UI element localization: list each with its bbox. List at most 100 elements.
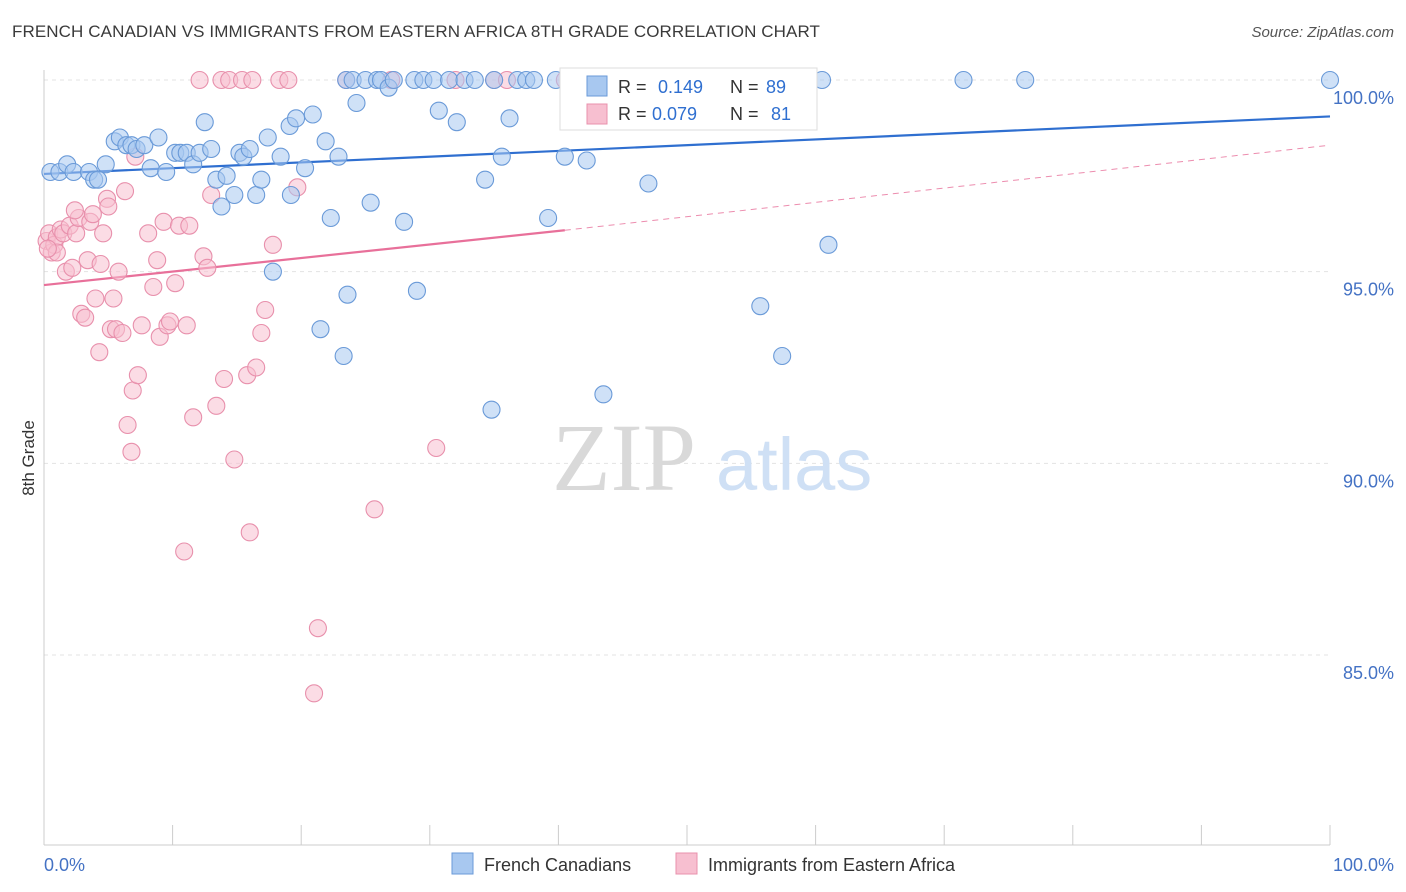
point-french-canadian [577, 151, 596, 170]
point-eastern-africa [83, 205, 102, 224]
point-eastern-africa [166, 274, 185, 293]
point-french-canadian [407, 281, 426, 300]
point-french-canadian [240, 139, 259, 159]
point-french-canadian [555, 147, 574, 166]
y-tick-label: 85.0% [1343, 663, 1394, 683]
watermark: ZIP atlas [552, 404, 872, 511]
point-eastern-africa [67, 224, 86, 243]
point-eastern-africa [123, 381, 142, 400]
bottom-legend-swatch-eastern-africa [675, 852, 698, 875]
point-eastern-africa [263, 235, 282, 254]
point-french-canadian [1016, 70, 1035, 90]
point-french-canadian [271, 147, 290, 166]
point-eastern-africa [91, 254, 110, 274]
point-french-canadian [225, 185, 244, 205]
point-eastern-africa [240, 523, 259, 542]
point-eastern-africa [115, 182, 135, 201]
point-french-canadian [524, 70, 544, 90]
point-french-canadian [773, 346, 792, 366]
legend-r-label-2: R = [618, 104, 647, 124]
point-french-canadian [287, 109, 306, 128]
point-french-canadian [258, 128, 277, 147]
bottom-legend-label-eastern-africa: Immigrants from Eastern Africa [708, 855, 956, 875]
legend-n-value-1: 89 [766, 77, 786, 97]
point-eastern-africa [180, 216, 199, 235]
point-french-canadian [316, 132, 335, 151]
bottom-legend-label-french-canadians: French Canadians [484, 855, 631, 875]
point-french-canadian [485, 70, 504, 90]
point-french-canadian [334, 346, 353, 366]
point-french-canadian [149, 128, 168, 147]
point-eastern-africa [154, 212, 173, 231]
point-french-canadian [263, 262, 282, 281]
point-french-canadian [321, 208, 340, 228]
data-points [37, 70, 1340, 703]
point-eastern-africa [38, 239, 57, 258]
point-eastern-africa [214, 369, 234, 389]
point-french-canadian [819, 235, 838, 254]
point-french-canadian [252, 170, 271, 189]
x-tick-label: 0.0% [44, 855, 85, 875]
point-eastern-africa [177, 316, 196, 335]
point-eastern-africa [113, 323, 132, 343]
point-eastern-africa [132, 316, 151, 335]
point-eastern-africa [122, 442, 141, 461]
point-eastern-africa [90, 343, 109, 362]
point-eastern-africa [184, 408, 203, 427]
point-french-canadian [424, 70, 443, 90]
point-french-canadian [281, 185, 300, 205]
point-french-canadian [157, 162, 176, 182]
point-eastern-africa [76, 308, 95, 327]
point-french-canadian [639, 174, 658, 193]
point-eastern-africa [128, 366, 147, 385]
point-eastern-africa [308, 619, 327, 638]
point-eastern-africa [279, 70, 298, 90]
point-french-canadian [539, 208, 558, 228]
source-label: Source: ZipAtlas.com [1251, 24, 1394, 41]
point-french-canadian [1320, 70, 1340, 90]
point-eastern-africa [175, 542, 194, 561]
bottom-legend-swatch-french-canadians [451, 852, 474, 875]
trend-line-french-canadians [43, 115, 1331, 176]
point-french-canadian [329, 147, 348, 166]
point-french-canadian [311, 320, 330, 339]
point-french-canadian [429, 101, 448, 120]
point-french-canadian [64, 162, 83, 182]
point-french-canadian [395, 212, 414, 231]
point-eastern-africa [139, 224, 158, 243]
point-eastern-africa [198, 258, 217, 277]
point-eastern-africa [305, 684, 324, 703]
point-french-canadian [476, 170, 495, 189]
point-french-canadian [447, 113, 466, 132]
trend-line-eastern-africa [43, 229, 565, 287]
point-eastern-africa [365, 500, 384, 519]
point-eastern-africa [247, 358, 266, 377]
legend-swatch-pink [586, 103, 608, 125]
point-eastern-africa [252, 323, 271, 343]
point-french-canadian [347, 93, 366, 113]
y-tick-labels: 100.0% 95.0% 90.0% 85.0% [1333, 88, 1394, 683]
point-eastern-africa [86, 289, 105, 308]
point-eastern-africa [148, 251, 167, 270]
point-eastern-africa [94, 224, 113, 243]
point-eastern-africa [99, 197, 118, 216]
point-french-canadian [954, 70, 973, 90]
point-eastern-africa [65, 201, 84, 220]
legend-r-value-1: 0.149 [658, 77, 703, 97]
point-french-canadian [751, 297, 770, 316]
point-french-canadian [440, 70, 459, 90]
point-eastern-africa [160, 312, 180, 331]
watermark-atlas: atlas [716, 423, 872, 506]
point-french-canadian [217, 166, 236, 185]
y-tick-label: 100.0% [1333, 88, 1394, 108]
legend-n-label-1: N = [730, 77, 759, 97]
point-french-canadian [195, 113, 214, 132]
y-tick-label: 95.0% [1343, 280, 1394, 300]
point-french-canadian [212, 197, 231, 216]
point-eastern-africa [190, 70, 209, 90]
y-axis-title: 8th Grade [19, 420, 38, 496]
point-eastern-africa [118, 415, 137, 435]
point-french-canadian [202, 139, 221, 159]
x-tick-labels: 0.0% 100.0% [44, 825, 1394, 875]
point-french-canadian [135, 136, 154, 155]
